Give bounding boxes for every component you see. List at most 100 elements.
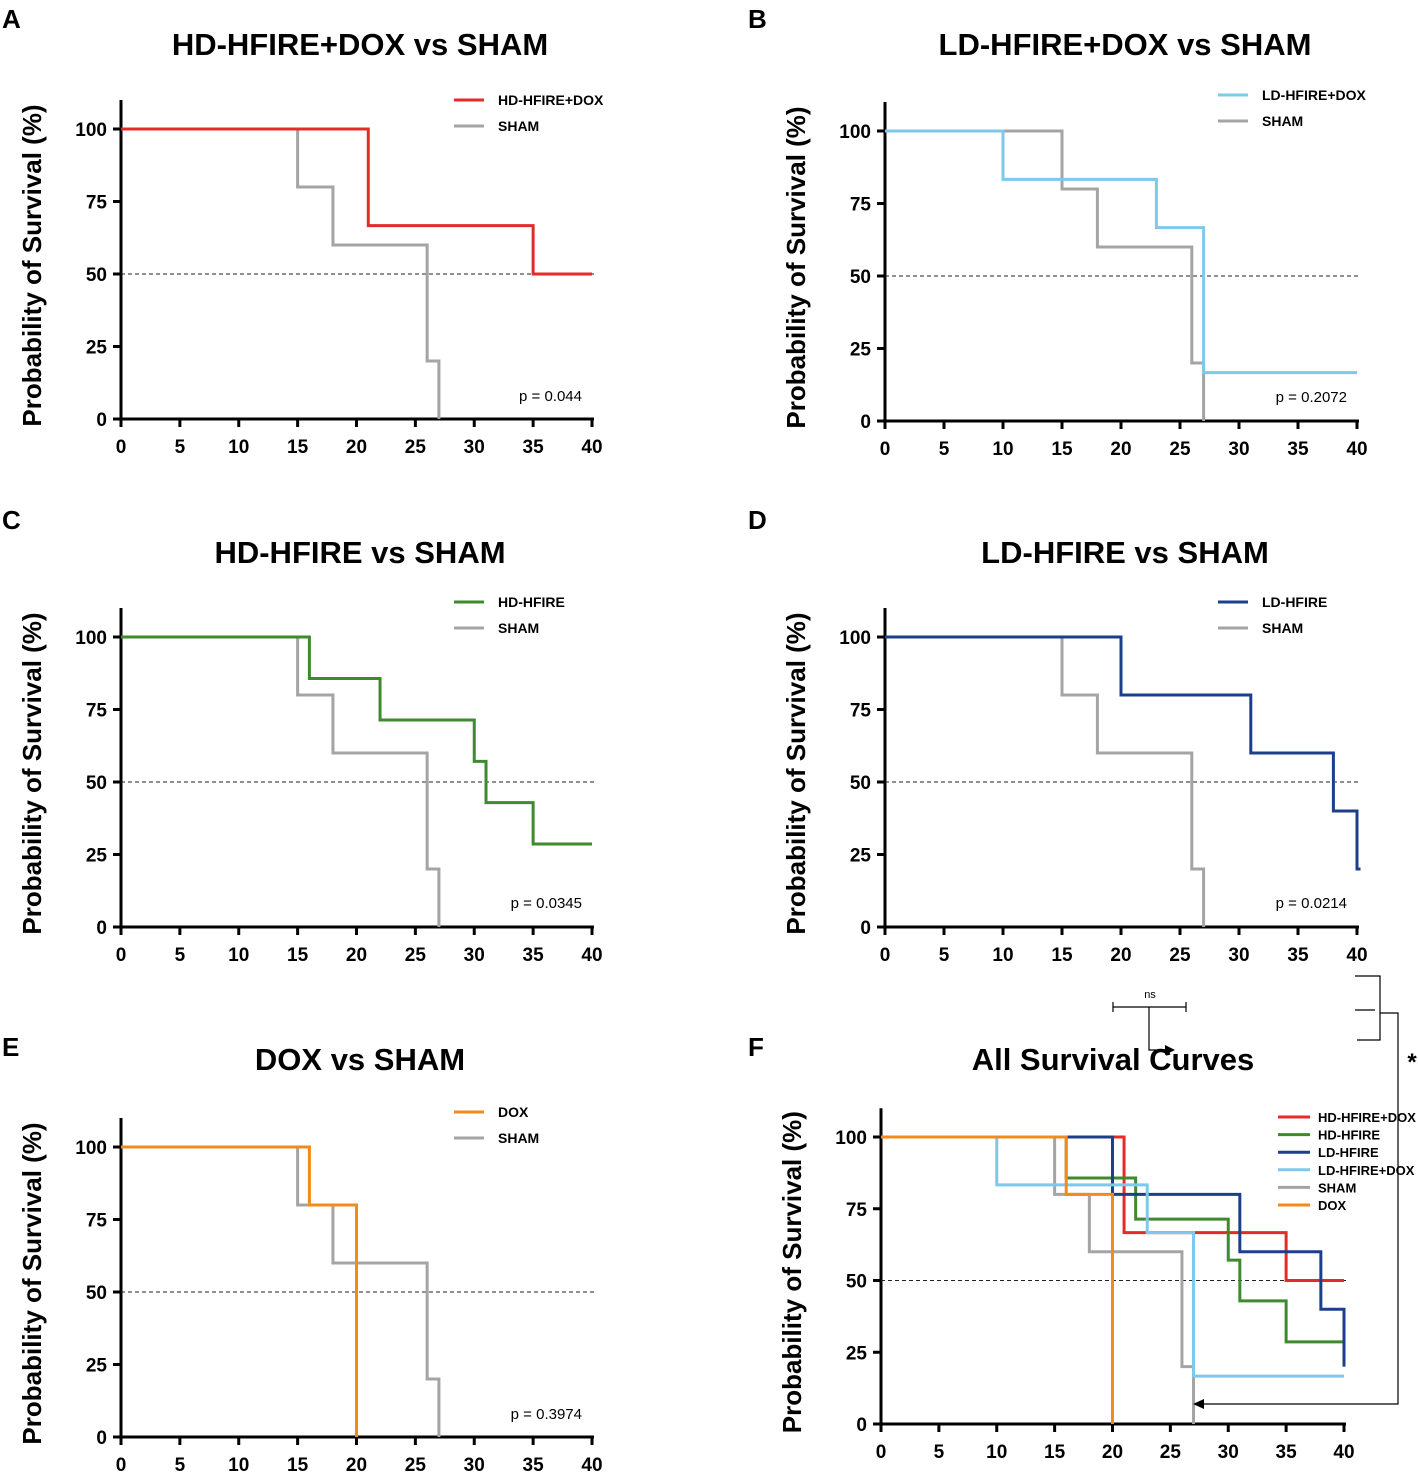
legend-entry: SHAM [1262,620,1303,636]
y-tick-label: 100 [835,1128,867,1149]
series-line-sham [121,127,441,419]
p-value: p = 0.0214 [1276,895,1347,912]
x-tick-label: 20 [346,1455,367,1474]
x-tick-label: 10 [986,1442,1007,1463]
x-tick-label: 30 [1228,945,1249,966]
significance-arrowhead [1193,1399,1204,1409]
x-tick-label: 25 [405,437,427,458]
x-tick-label: 10 [992,439,1013,460]
y-tick-label: 100 [75,1138,107,1159]
x-tick-label: 20 [346,945,367,966]
x-tick-label: 40 [581,945,602,966]
legend-entry: HD-HFIRE [1318,1128,1380,1143]
x-tick-label: 25 [405,945,427,966]
series-line-sham [881,1135,1196,1424]
y-tick-label: 100 [839,122,871,143]
legend-entry: HD-HFIRE+DOX [1318,1110,1416,1125]
x-tick-label: 5 [939,945,950,966]
x-tick-label: 35 [523,1455,545,1474]
significance-arrow-line [1204,1012,1399,1405]
panel-letter: D [748,505,767,535]
y-tick-label: 75 [86,701,108,722]
significance-bracket-1 [1355,975,1381,1041]
x-tick-label: 30 [464,437,485,458]
panel-letter: E [2,1032,19,1062]
x-tick-label: 5 [175,945,186,966]
y-tick-label: 0 [96,410,107,431]
y-tick-label: 75 [846,1200,868,1221]
legend-entry: LD-HFIRE+DOX [1318,1163,1415,1178]
x-tick-label: 30 [464,1455,485,1474]
y-tick-label: 25 [846,1343,868,1364]
panel-b: B LD-HFIRE+DOX vs SHAM Probability of Surv… [748,4,1368,460]
y-tick-label: 25 [850,340,872,361]
legend-entry: SHAM [498,118,539,134]
x-tick-label: 10 [992,945,1013,966]
series-line-ld-hfire-dox [885,129,1357,375]
y-tick-label: 50 [86,265,107,286]
series-line-ld-hfire [881,1135,1346,1367]
panel-e: E DOX vs SHAM Probability of Survival (%) 0… [2,1032,603,1474]
series-line-dox [881,1135,1114,1424]
ns-label: ns [1144,989,1156,1001]
y-tick-label: 50 [850,267,871,288]
chart-title: All Survival Curves [972,1042,1255,1077]
x-tick-label: 5 [175,1455,186,1474]
x-tick-label: 20 [1110,945,1131,966]
legend-entry: HD-HFIRE+DOX [498,92,604,108]
series-line-dox [121,1145,358,1437]
y-axis-label: Probability of Survival (%) [17,104,47,426]
panel-letter: B [748,4,767,34]
legend-entry: LD-HFIRE [1318,1145,1379,1160]
series-line-sham [885,129,1206,421]
ns-arrowhead [1165,1045,1175,1055]
x-tick-label: 35 [523,437,545,458]
legend-entry: SHAM [1318,1180,1356,1195]
x-tick-label: 40 [1333,1442,1354,1463]
x-tick-label: 15 [287,437,309,458]
x-tick-label: 0 [880,945,891,966]
panel-letter: A [2,4,21,34]
x-tick-label: 30 [1218,1442,1239,1463]
x-tick-label: 15 [287,1455,309,1474]
panel-a: A HD-HFIRE+DOX vs SHAM Probability of Surv… [2,4,604,458]
x-tick-label: 20 [346,437,367,458]
series-line-hd-hfire [121,635,592,846]
y-tick-label: 25 [86,1356,108,1377]
x-tick-label: 20 [1102,1442,1123,1463]
chart-title: DOX vs SHAM [255,1042,465,1077]
x-tick-label: 25 [1169,439,1191,460]
legend-entry: HD-HFIRE [498,594,565,610]
series-line-ld-hfire [885,635,1361,871]
y-tick-label: 75 [86,1211,108,1232]
y-tick-label: 100 [839,628,871,649]
y-tick-label: 25 [850,846,872,867]
x-tick-label: 25 [1169,945,1191,966]
p-value: p = 0.2072 [1276,389,1347,406]
x-tick-label: 15 [1051,945,1073,966]
y-tick-label: 50 [86,773,107,794]
ns-arrow-line [1148,1007,1168,1051]
y-tick-label: 0 [856,1415,867,1436]
y-axis-label: Probability of Survival (%) [781,612,811,934]
x-tick-label: 0 [116,1455,127,1474]
x-tick-label: 10 [228,1455,249,1474]
series-line-sham [885,635,1206,927]
y-axis-label: Probability of Survival (%) [17,612,47,934]
y-tick-label: 0 [96,918,107,939]
chart-title: LD-HFIRE vs SHAM [981,535,1269,570]
significance-star: * [1407,1049,1417,1076]
legend-entry: SHAM [498,1130,539,1146]
y-tick-label: 25 [86,846,108,867]
y-tick-label: 50 [86,1283,107,1304]
panel-letter: F [748,1032,764,1062]
x-tick-label: 20 [1110,439,1131,460]
x-tick-label: 10 [228,437,249,458]
x-tick-label: 15 [287,945,309,966]
chart-title: HD-HFIRE vs SHAM [214,535,505,570]
x-tick-label: 40 [581,437,602,458]
x-tick-label: 30 [1228,439,1249,460]
x-tick-label: 5 [175,437,186,458]
p-value: p = 0.044 [519,388,582,405]
